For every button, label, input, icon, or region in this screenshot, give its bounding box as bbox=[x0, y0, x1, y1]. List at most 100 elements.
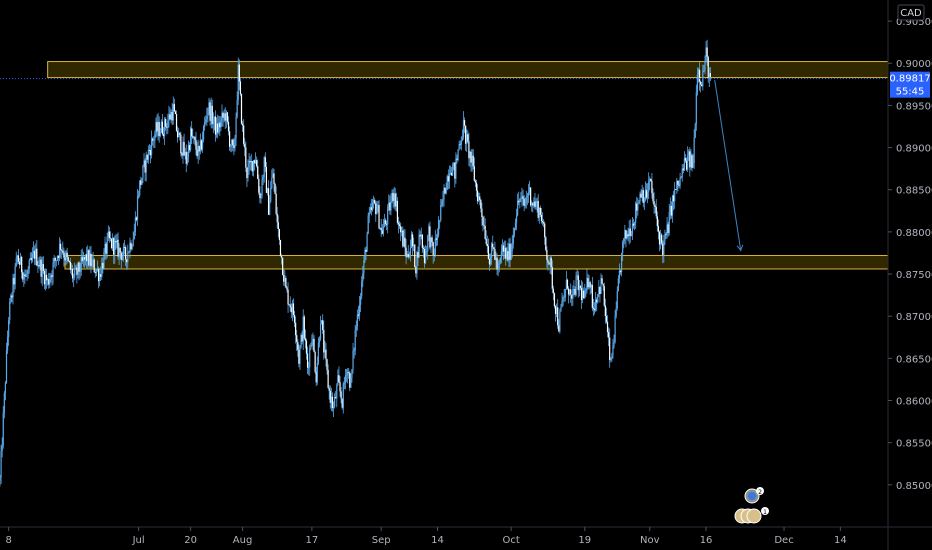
candle-body-5 bbox=[4, 382, 7, 393]
candle-body-464 bbox=[501, 245, 504, 252]
candle-body-395 bbox=[427, 235, 429, 252]
candle-body-106 bbox=[114, 241, 116, 255]
candle-body-191 bbox=[206, 116, 208, 120]
candle-body-38 bbox=[40, 259, 42, 277]
candle-body-56 bbox=[60, 243, 62, 250]
candle-body-518 bbox=[560, 307, 562, 312]
candle-body-645 bbox=[697, 69, 700, 75]
candle-body-109 bbox=[117, 239, 119, 257]
candle-body-355 bbox=[383, 220, 386, 227]
candle-body-283 bbox=[305, 340, 308, 354]
candle-body-468 bbox=[506, 251, 508, 259]
candle-body-12 bbox=[12, 277, 14, 298]
projection-line bbox=[714, 80, 742, 251]
candle-body-67 bbox=[71, 268, 74, 279]
candle-body-437 bbox=[472, 155, 474, 167]
candle-body-655 bbox=[708, 73, 710, 79]
candle-body-335 bbox=[362, 273, 364, 282]
candle-body-410 bbox=[443, 187, 445, 200]
candle-body-644 bbox=[696, 74, 699, 93]
candle-body-239 bbox=[258, 178, 260, 193]
event-count-1: 2 bbox=[758, 489, 762, 496]
candle-body-287 bbox=[310, 345, 312, 349]
candle-body-351 bbox=[379, 227, 381, 229]
candle-body-321 bbox=[347, 372, 349, 375]
candle-body-435 bbox=[470, 151, 472, 163]
candle-body-620 bbox=[670, 205, 673, 216]
candle-body-254 bbox=[274, 183, 276, 194]
candle-body-366 bbox=[395, 200, 397, 207]
event-count-2: 1 bbox=[763, 509, 767, 516]
candle-body-467 bbox=[505, 247, 507, 259]
candle-body-50 bbox=[53, 257, 55, 263]
candle-body-168 bbox=[181, 153, 183, 156]
candle-body-470 bbox=[508, 243, 510, 261]
candle-body-469 bbox=[507, 251, 509, 261]
candle-body-525 bbox=[567, 288, 570, 295]
candle-body-160 bbox=[172, 104, 174, 121]
candle-body-546 bbox=[590, 284, 592, 288]
candle-body-196 bbox=[211, 105, 213, 125]
candle-body-388 bbox=[419, 234, 421, 237]
candle-body-636 bbox=[688, 151, 690, 156]
candle-body-579 bbox=[626, 234, 628, 239]
candle-body-288 bbox=[311, 341, 313, 346]
candle-body-180 bbox=[194, 137, 196, 141]
candle-body-364 bbox=[393, 193, 395, 201]
candle-body-68 bbox=[73, 276, 75, 279]
candle-body-312 bbox=[337, 375, 339, 386]
candle-body-172 bbox=[185, 151, 187, 164]
candle-body-178 bbox=[192, 136, 194, 138]
x-tick-label-10: 16 bbox=[700, 535, 713, 546]
candle-body-317 bbox=[342, 383, 344, 408]
candle-body-603 bbox=[652, 193, 654, 202]
candle-body-377 bbox=[407, 253, 409, 258]
candle-body-205 bbox=[221, 112, 223, 120]
candle-body-640 bbox=[692, 163, 694, 168]
candle-body-374 bbox=[404, 237, 406, 248]
candle-body-550 bbox=[595, 299, 597, 311]
candle-body-150 bbox=[161, 121, 164, 135]
candle-body-593 bbox=[641, 190, 643, 198]
candle-body-231 bbox=[249, 160, 251, 163]
candle-body-473 bbox=[511, 244, 513, 252]
candle-body-424 bbox=[458, 143, 460, 150]
candle-body-121 bbox=[130, 242, 132, 250]
candle-body-415 bbox=[448, 173, 451, 182]
candle-body-161 bbox=[173, 104, 175, 112]
candle-body-60 bbox=[64, 257, 66, 261]
candle-body-381 bbox=[411, 234, 414, 247]
candle-body-1 bbox=[0, 450, 2, 478]
candle-body-175 bbox=[188, 145, 191, 151]
zone-rect-1[interactable] bbox=[64, 254, 889, 270]
candle-body-444 bbox=[480, 199, 482, 209]
candle-body-290 bbox=[313, 338, 315, 353]
currency-label[interactable]: CAD bbox=[897, 4, 925, 21]
candle-body-32 bbox=[34, 250, 36, 259]
candle-body-581 bbox=[628, 228, 630, 237]
candle-body-471 bbox=[509, 243, 511, 260]
candle-body-367 bbox=[396, 200, 399, 223]
candle-body-55 bbox=[58, 243, 61, 258]
x-tick-label-2: 20 bbox=[184, 535, 197, 546]
candle-body-284 bbox=[306, 353, 309, 368]
zone-rect-0[interactable] bbox=[47, 61, 889, 79]
candle-body-562 bbox=[608, 332, 610, 338]
candle-body-516 bbox=[558, 325, 560, 332]
news-event-icon[interactable]: 2 bbox=[744, 487, 764, 504]
candle-body-184 bbox=[198, 145, 200, 152]
candle-body-262 bbox=[283, 274, 285, 282]
candle-body-416 bbox=[449, 172, 452, 174]
candle-body-143 bbox=[154, 134, 156, 141]
dividends-event-icon[interactable]: 1 bbox=[734, 507, 769, 524]
candle-body-282 bbox=[304, 338, 306, 341]
candle-body-224 bbox=[241, 123, 244, 126]
candle-body-84 bbox=[90, 253, 92, 267]
candle-body-181 bbox=[195, 140, 197, 150]
time-axis[interactable]: 8 Jul 20 Aug 17 Sep 14 Oct 19 Nov 16 Dec 14 bbox=[5, 527, 847, 546]
candle-body-359 bbox=[388, 202, 390, 207]
